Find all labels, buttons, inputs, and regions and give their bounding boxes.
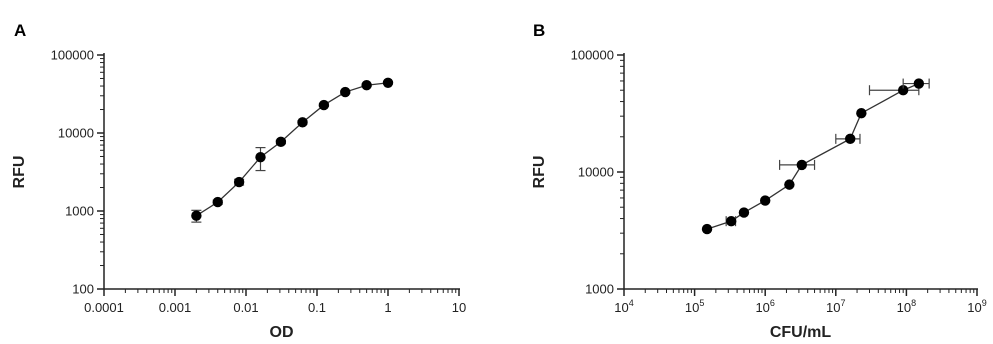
a-data-point [318, 99, 330, 111]
b-data-point [913, 78, 925, 89]
a-y-tick-label: 100 [72, 282, 94, 297]
b-y-tick-label: 10000 [578, 165, 614, 180]
a-data-point [212, 196, 223, 208]
b-x-axis-title: CFU/mL [770, 324, 832, 341]
a-series-line [196, 82, 389, 217]
panel-a-plot: 100 1000 10000 100000 0.0001 0.001 0.01 0.1 1 10 O… [11, 48, 466, 342]
a-x-tick-label: 0.001 [159, 300, 192, 315]
b-y-axis-title: RFU [531, 156, 548, 189]
b-data-point [701, 223, 713, 235]
a-data-point [255, 151, 266, 163]
a-x-tick-label: 0.01 [233, 300, 258, 315]
a-x-tick-label: 10 [452, 300, 466, 315]
a-y-tick-label: 1000 [65, 204, 94, 219]
b-data-point [738, 207, 750, 218]
a-data-point [340, 86, 351, 98]
a-data-point [233, 176, 245, 188]
a-data-point [275, 136, 287, 148]
a-x-tick-label: 1 [384, 300, 391, 315]
a-data-point [382, 77, 394, 89]
b-y-tick-label: 1000 [585, 282, 614, 297]
a-y-axis-title: RFU [11, 156, 28, 189]
a-y-tick-label: 10000 [58, 126, 94, 141]
b-x-tick-label: 107 [826, 298, 845, 315]
b-data-point [897, 85, 909, 96]
a-data-point [297, 117, 308, 128]
b-data-point [856, 108, 867, 119]
b-series-line [706, 82, 920, 230]
b-data-point [845, 133, 856, 145]
b-x-tick-label: 108 [897, 298, 916, 315]
a-data-point [191, 210, 202, 221]
panel-a-letter: A [14, 21, 26, 40]
a-x-tick-label: 0.0001 [84, 300, 124, 315]
b-x-tick-label: 105 [685, 298, 704, 315]
b-data-point [796, 159, 808, 171]
panel-b-plot: 1000 10000 100000 104 105 106 107 108 109 CFU/mL R… [531, 48, 987, 342]
a-data-point [361, 80, 372, 91]
b-data-point [726, 215, 737, 227]
b-x-tick-label: 106 [755, 298, 774, 315]
b-y-tick-label: 100000 [571, 48, 614, 63]
a-x-tick-label: 0.1 [308, 300, 326, 315]
b-x-tick-label: 109 [967, 298, 986, 315]
b-x-tick-label: 104 [614, 298, 633, 315]
a-y-tick-label: 100000 [51, 48, 94, 63]
a-x-axis-title: OD [270, 324, 294, 341]
b-data-point [760, 195, 771, 206]
b-data-point [784, 179, 795, 190]
panel-b-letter: B [533, 21, 545, 40]
